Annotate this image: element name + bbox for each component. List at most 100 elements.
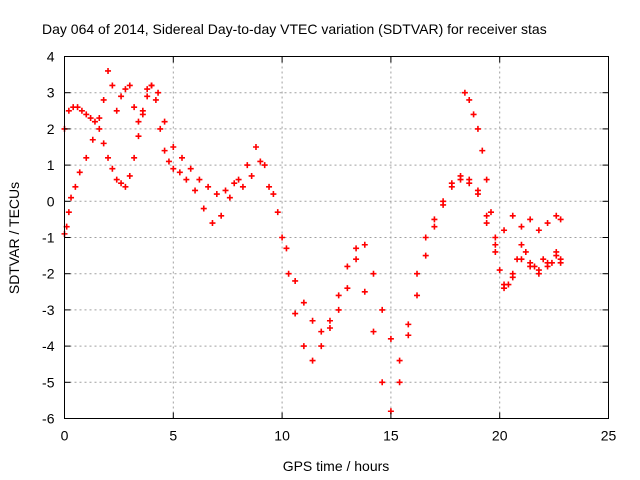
- data-points: [61, 67, 564, 415]
- data-point: [192, 187, 199, 194]
- data-point: [470, 111, 477, 118]
- data-point: [326, 325, 333, 331]
- data-point: [405, 332, 412, 339]
- data-point: [353, 245, 360, 252]
- data-point: [414, 292, 421, 299]
- x-tick-label: 5: [169, 428, 177, 444]
- data-point: [126, 172, 133, 179]
- data-point: [139, 111, 146, 118]
- data-point: [379, 306, 386, 313]
- data-point: [135, 133, 142, 140]
- data-point: [170, 144, 177, 150]
- data-point: [261, 162, 268, 169]
- data-point: [248, 172, 255, 179]
- data-point: [557, 259, 564, 266]
- data-point: [448, 183, 455, 190]
- data-point: [205, 183, 212, 190]
- data-point: [100, 140, 107, 147]
- data-point: [518, 241, 525, 248]
- data-point: [109, 82, 116, 89]
- data-point: [74, 104, 81, 111]
- data-point: [531, 263, 538, 270]
- y-tick-label: -4: [42, 338, 55, 354]
- data-point: [239, 183, 246, 190]
- data-point: [218, 212, 225, 219]
- data-point: [509, 212, 516, 219]
- y-tick-label: -3: [42, 302, 55, 318]
- data-point: [422, 234, 429, 241]
- data-point: [505, 281, 512, 288]
- data-point: [235, 176, 242, 183]
- data-point: [68, 194, 75, 201]
- data-point: [144, 86, 151, 93]
- data-point: [370, 270, 377, 277]
- data-point: [170, 165, 177, 172]
- data-point: [252, 144, 259, 150]
- data-point: [457, 176, 464, 183]
- data-point: [544, 263, 551, 270]
- data-point: [492, 241, 499, 248]
- data-point: [270, 191, 277, 198]
- y-tick-label: -6: [42, 411, 55, 427]
- y-tick-label: -1: [42, 230, 55, 246]
- grid: [64, 56, 609, 419]
- data-point: [479, 147, 486, 154]
- data-point: [487, 209, 494, 216]
- data-point: [474, 191, 481, 198]
- data-point: [396, 379, 403, 386]
- data-point: [279, 234, 286, 241]
- data-point: [266, 183, 273, 190]
- y-tick-label: 1: [47, 157, 55, 173]
- data-point: [96, 125, 103, 132]
- data-point: [514, 256, 521, 263]
- data-point: [78, 107, 85, 114]
- data-point: [118, 93, 125, 100]
- data-point: [131, 154, 138, 161]
- data-point: [492, 234, 499, 241]
- data-point: [361, 241, 368, 248]
- data-point: [118, 180, 125, 187]
- data-point: [405, 321, 412, 328]
- data-point: [96, 115, 103, 122]
- data-point: [474, 125, 481, 132]
- data-point: [292, 277, 299, 284]
- data-point: [344, 285, 351, 292]
- data-point: [318, 343, 325, 350]
- data-point: [509, 270, 516, 277]
- data-point: [387, 335, 394, 342]
- data-point: [131, 104, 138, 111]
- data-point: [196, 176, 203, 183]
- data-point: [179, 154, 186, 161]
- data-point: [440, 201, 447, 208]
- data-point: [326, 317, 333, 324]
- data-point: [318, 328, 325, 335]
- data-point: [122, 183, 129, 190]
- data-point: [431, 216, 438, 223]
- series-1: [61, 67, 564, 415]
- data-point: [187, 165, 194, 172]
- data-point: [496, 267, 503, 274]
- series-2: [61, 82, 564, 364]
- data-point: [161, 147, 168, 154]
- data-point: [483, 176, 490, 183]
- data-point: [461, 89, 468, 96]
- data-point: [157, 125, 164, 132]
- data-point: [431, 223, 438, 230]
- data-point: [200, 205, 207, 212]
- data-point: [83, 111, 90, 118]
- x-axis-label: GPS time / hours: [283, 458, 390, 474]
- data-point: [370, 328, 377, 335]
- data-point: [379, 379, 386, 386]
- data-point: [557, 216, 564, 223]
- y-tick-label: 2: [47, 121, 55, 137]
- data-point: [353, 256, 360, 263]
- data-point: [300, 343, 307, 350]
- x-tick-label: 15: [383, 428, 399, 444]
- data-point: [209, 220, 216, 227]
- data-point: [553, 212, 560, 219]
- data-point: [544, 220, 551, 227]
- data-point: [105, 154, 112, 161]
- y-tick-label: -2: [42, 266, 55, 282]
- x-tick-label: 10: [274, 428, 290, 444]
